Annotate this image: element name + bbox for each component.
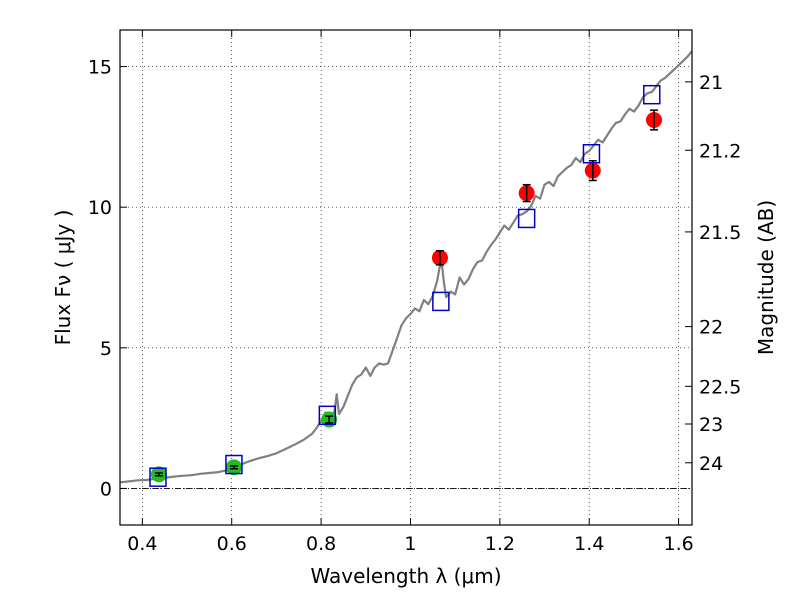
model-photometry-box xyxy=(149,467,167,487)
y-axis-label: Flux Fν ( μJy ) xyxy=(51,210,75,346)
x-tick-label: 0.6 xyxy=(217,533,247,555)
x-tick-label: 0.8 xyxy=(306,533,336,555)
model-photometry-box xyxy=(318,405,337,426)
y-tick-label: 10 xyxy=(88,197,112,219)
plot-frame xyxy=(119,29,693,526)
magnitude-tick-label: 24 xyxy=(699,453,723,475)
model-spectrum-line xyxy=(119,50,693,484)
magnitude-tick-label: 21 xyxy=(699,72,723,94)
model-photometry-layer xyxy=(149,84,661,487)
magnitude-tick-label: 22.5 xyxy=(699,376,741,398)
x-axis-label: Wavelength λ (μm) xyxy=(310,564,501,588)
axis-ticks: 0.4 0.6 0.8 1 1.2 1.4 1.6 0 5 10 15 21 21.2 21.5 22 22.… xyxy=(88,30,741,555)
x-tick-label: 0.4 xyxy=(127,533,157,555)
magnitude-tick-label: 21.5 xyxy=(699,222,741,244)
model-photometry-box xyxy=(225,454,243,475)
model-photometry-box xyxy=(517,208,536,229)
x-tick-label: 1.6 xyxy=(663,533,693,555)
magnitude-axis-label: Magnitude (AB) xyxy=(754,200,778,355)
x-tick-label: 1.2 xyxy=(485,533,515,555)
magnitude-tick-label: 21.2 xyxy=(699,140,741,162)
magnitude-tick-label: 22 xyxy=(699,317,723,339)
x-tick-label: 1 xyxy=(404,533,416,555)
model-photometry-box xyxy=(582,144,601,164)
model-photometry-box xyxy=(432,291,450,312)
y-tick-label: 5 xyxy=(100,338,112,360)
x-tick-label: 1.4 xyxy=(574,533,604,555)
model-photometry-box xyxy=(643,84,661,105)
y-tick-label: 15 xyxy=(88,57,112,79)
magnitude-tick-label: 23 xyxy=(699,414,723,436)
observed-points-layer xyxy=(150,109,663,483)
model-spectrum-layer xyxy=(119,50,693,484)
y-tick-label: 0 xyxy=(100,478,112,500)
